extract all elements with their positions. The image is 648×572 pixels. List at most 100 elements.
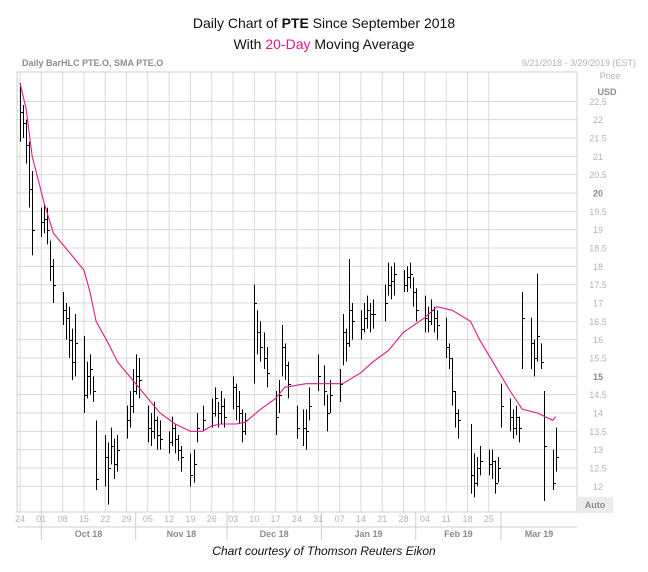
price-bar xyxy=(117,435,120,472)
y-tick-label: 13 xyxy=(593,445,603,455)
price-bar xyxy=(96,420,99,490)
price-bar xyxy=(288,361,291,399)
price-bar xyxy=(437,310,440,340)
price-bar xyxy=(510,398,513,432)
y-tick-label: 15.5 xyxy=(589,354,607,364)
chart-title-line-2: With 20-Day Moving Average xyxy=(233,36,415,52)
price-bar xyxy=(151,413,154,446)
y-tick-label: 22.5 xyxy=(589,97,607,107)
price-bar xyxy=(452,358,455,406)
x-tick-label: 24 xyxy=(292,514,302,524)
price-bar xyxy=(224,398,227,428)
price-bar xyxy=(544,391,547,501)
price-bar xyxy=(285,343,288,380)
price-bar xyxy=(309,387,312,421)
price-bar xyxy=(388,262,391,296)
price-bar xyxy=(90,354,93,395)
price-bar xyxy=(267,347,270,388)
chart-header-left: Daily BarHLC PTE.O, SMA PTE.O xyxy=(22,58,163,68)
y-tick-label: 19.5 xyxy=(589,207,607,217)
price-bar xyxy=(41,207,44,237)
price-bar xyxy=(276,391,279,435)
price-bar xyxy=(480,446,483,476)
price-bar xyxy=(236,383,239,421)
price-bar xyxy=(181,446,184,472)
price-bar xyxy=(495,460,498,494)
price-bar xyxy=(428,306,431,333)
price-bar xyxy=(136,354,139,395)
price-bar xyxy=(69,306,72,358)
price-bar xyxy=(340,369,343,402)
price-bar xyxy=(367,295,370,329)
price-bar xyxy=(416,288,419,322)
price-bar xyxy=(327,394,330,432)
x-tick-label: 07 xyxy=(335,514,345,524)
price-bar xyxy=(492,449,495,479)
price-bar xyxy=(108,442,111,505)
x-tick-label: 31 xyxy=(313,514,323,524)
price-bar xyxy=(318,354,321,391)
x-tick-label: 29 xyxy=(122,514,132,524)
price-bar xyxy=(178,435,181,461)
y-tick-label: 22 xyxy=(593,115,603,125)
x-tick-label: 01 xyxy=(36,514,46,524)
y-tick-label: 17.5 xyxy=(589,280,607,290)
price-bar xyxy=(373,299,376,329)
price-bar xyxy=(364,303,367,333)
price-bar xyxy=(501,383,504,428)
x-tick-label: 19 xyxy=(185,514,195,524)
price-bar xyxy=(32,171,35,256)
price-bar xyxy=(513,409,516,439)
x-tick-label: 14 xyxy=(356,514,366,524)
x-tick-label: 28 xyxy=(399,514,409,524)
price-bar xyxy=(20,83,23,142)
y-tick-label: 15 xyxy=(593,372,603,382)
y-tick-label: 14 xyxy=(593,409,603,419)
price-bar xyxy=(330,380,333,413)
price-bar xyxy=(260,321,263,362)
x-tick-label: 22 xyxy=(100,514,110,524)
price-bar xyxy=(139,358,142,399)
price-axis-title: Price xyxy=(600,71,621,81)
auto-scale-button[interactable]: Auto xyxy=(585,500,606,510)
price-bar xyxy=(391,266,394,300)
price-bar xyxy=(498,457,501,483)
price-bar xyxy=(154,402,157,439)
month-label: Oct 18 xyxy=(75,529,103,539)
price-bar xyxy=(197,413,200,443)
price-bar xyxy=(471,424,474,494)
y-tick-label: 20.5 xyxy=(589,170,607,180)
price-bar xyxy=(553,449,556,490)
price-bar xyxy=(404,270,407,292)
price-bar xyxy=(44,204,47,234)
price-bar xyxy=(446,317,449,358)
price-bar xyxy=(53,259,56,303)
price-bar xyxy=(63,292,66,325)
price-bar xyxy=(111,427,114,465)
price-bar xyxy=(215,387,218,417)
y-tick-label: 17 xyxy=(593,299,603,309)
price-bar xyxy=(413,277,416,307)
month-separators xyxy=(40,512,502,540)
y-tick-label: 13.5 xyxy=(589,427,607,437)
price-bar xyxy=(133,369,136,413)
x-tick-label: 03 xyxy=(228,514,238,524)
price-bar xyxy=(66,303,69,340)
price-bar xyxy=(519,416,522,443)
price-bar xyxy=(212,398,215,428)
x-tick-label: 26 xyxy=(207,514,217,524)
price-bar xyxy=(407,266,410,292)
y-tick-label: 16 xyxy=(593,335,603,345)
auto-button-bg xyxy=(577,497,613,513)
price-bar xyxy=(105,435,108,487)
price-bar xyxy=(26,119,29,164)
x-tick-label: 08 xyxy=(58,514,68,524)
price-bar xyxy=(114,438,117,479)
x-tick-label: 10 xyxy=(249,514,259,524)
month-label: Mar 19 xyxy=(525,529,554,539)
y-tick-label: 12 xyxy=(593,482,603,492)
x-axis-labels: 24 01 08 15 22 29 05 12 19 26 03 10 17 24 31 07 14 21 28 04… xyxy=(15,514,553,539)
price-bar xyxy=(458,409,461,439)
y-tick-label: 20 xyxy=(593,189,603,199)
price-bar xyxy=(410,262,413,289)
